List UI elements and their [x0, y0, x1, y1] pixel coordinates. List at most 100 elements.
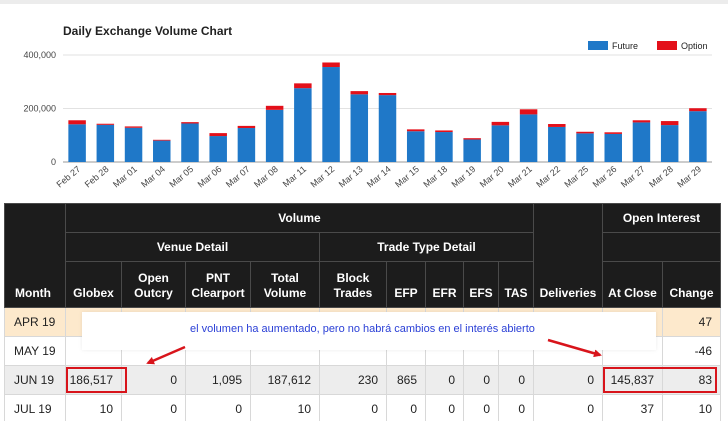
bar-option: [378, 92, 397, 96]
header-efs: EFS: [463, 261, 499, 308]
cell-efs: 0: [463, 394, 499, 421]
x-tick-label: Mar 13: [337, 164, 365, 190]
bar-option: [265, 105, 284, 110]
header-pnt-clearport: PNT Clearport: [185, 261, 251, 308]
x-tick-label: Mar 20: [478, 164, 506, 190]
header-total-volume: Total Volume: [250, 261, 320, 308]
bar-option: [548, 124, 566, 127]
cell-globex: 10: [65, 394, 122, 421]
bar-future: [519, 114, 538, 162]
cell-block-trades: 230: [319, 365, 387, 395]
x-tick-label: Mar 07: [224, 164, 252, 190]
header-globex: Globex: [65, 261, 122, 308]
bar-option: [604, 132, 622, 134]
header-efp: EFP: [386, 261, 426, 308]
x-tick-label: Mar 18: [421, 164, 449, 190]
bar-future: [209, 136, 227, 162]
y-tick-label: 0: [51, 157, 56, 167]
header-efr: EFR: [425, 261, 464, 308]
x-tick-label: Feb 27: [54, 164, 82, 190]
x-tick-label: Mar 28: [647, 164, 675, 190]
cell-change: 83: [661, 365, 722, 395]
header-tas: TAS: [498, 261, 534, 308]
highlight-open-interest: [603, 367, 717, 393]
bar-future: [632, 122, 651, 162]
cell-open-outcry: 0: [121, 365, 186, 395]
cell-efr: 0: [425, 394, 464, 421]
x-tick-label: Mar 04: [139, 164, 167, 190]
cell-efs: 0: [463, 365, 499, 395]
header-venue-detail: Venue Detail: [65, 232, 320, 262]
cell-at-close: 145,837: [602, 365, 663, 395]
annotation-text: el volumen ha aumentado, pero no habrá c…: [190, 323, 535, 335]
x-tick-label: Mar 26: [591, 164, 619, 190]
bar-option: [237, 125, 256, 129]
cell-tas: 0: [498, 365, 534, 395]
cell-efr: 0: [425, 365, 464, 395]
x-tick-label: Feb 28: [83, 164, 111, 190]
cell-month: JUL 19: [4, 394, 66, 421]
bar-future: [491, 125, 510, 162]
x-tick-label: Mar 22: [534, 164, 562, 190]
x-tick-label: Mar 25: [562, 164, 590, 190]
header-deliveries: Deliveries: [533, 203, 603, 308]
bar-option: [660, 121, 679, 126]
x-tick-label: Mar 05: [167, 164, 195, 190]
cell-total-volume: 10: [250, 394, 320, 421]
cell-month: MAY 19: [4, 336, 66, 366]
bar-future: [124, 127, 143, 162]
x-tick-label: Mar 12: [308, 164, 336, 190]
bar-future: [350, 94, 369, 162]
cell-tas: 0: [498, 394, 534, 421]
bar-future: [265, 109, 284, 162]
bar-option: [96, 123, 115, 125]
bar-future: [660, 125, 679, 162]
table-row-jul-19: JUL 19 10 0 0 10 0 0 0 0 0 0 37 10: [4, 394, 722, 421]
x-tick-label: Mar 14: [365, 164, 393, 190]
bar-option: [689, 108, 707, 112]
bar-option: [632, 120, 651, 123]
cell-efp: 865: [386, 365, 426, 395]
cell-pnt-clearport: 1,095: [185, 365, 251, 395]
cell-month: JUN 19: [4, 365, 66, 395]
cell-total-volume: 187,612: [250, 365, 320, 395]
y-tick-label: 200,000: [23, 104, 56, 114]
x-tick-label: Mar 27: [619, 164, 647, 190]
cell-deliveries: 0: [533, 365, 603, 395]
bar-option: [181, 122, 199, 124]
y-tick-label: 400,000: [23, 50, 56, 60]
header-open-interest: Open Interest: [601, 203, 722, 233]
header-volume: Volume: [65, 203, 534, 233]
bar-option: [406, 129, 425, 132]
cell-block-trades: 0: [319, 394, 387, 421]
bar-future: [435, 132, 453, 162]
bar-future: [406, 131, 425, 162]
header-open-interest-spacer: [601, 232, 722, 262]
cell-efp: 0: [386, 394, 426, 421]
header-change: Change: [661, 261, 722, 308]
bar-option: [294, 83, 312, 89]
bar-future: [237, 128, 256, 162]
chart-title: Daily Exchange Volume Chart: [63, 24, 232, 38]
cell-change: -46: [661, 336, 722, 366]
bar-future: [548, 126, 566, 162]
cell-month: APR 19: [4, 307, 66, 337]
header-trade-type-detail: Trade Type Detail: [319, 232, 534, 262]
header-month: Month: [4, 203, 66, 308]
bar-option: [463, 138, 481, 140]
cell-deliveries: 0: [533, 394, 603, 421]
bar-future: [96, 124, 115, 162]
bar-option: [68, 120, 86, 125]
legend-label-option: Option: [681, 41, 708, 51]
cell-at-close: 37: [602, 394, 663, 421]
bar-future: [604, 133, 622, 162]
bar-future: [294, 88, 312, 162]
bar-future: [153, 140, 171, 162]
x-tick-label: Mar 06: [196, 164, 224, 190]
table-row-jun-19: JUN 19 186,517 0 1,095 187,612 230 865 0…: [4, 365, 722, 395]
bar-option: [153, 139, 171, 141]
bar-future: [181, 123, 199, 162]
bar-future: [322, 67, 340, 162]
chart-panel: Daily Exchange Volume Chart 0 200,000 400,0…: [0, 0, 728, 204]
bar-future: [378, 95, 397, 162]
